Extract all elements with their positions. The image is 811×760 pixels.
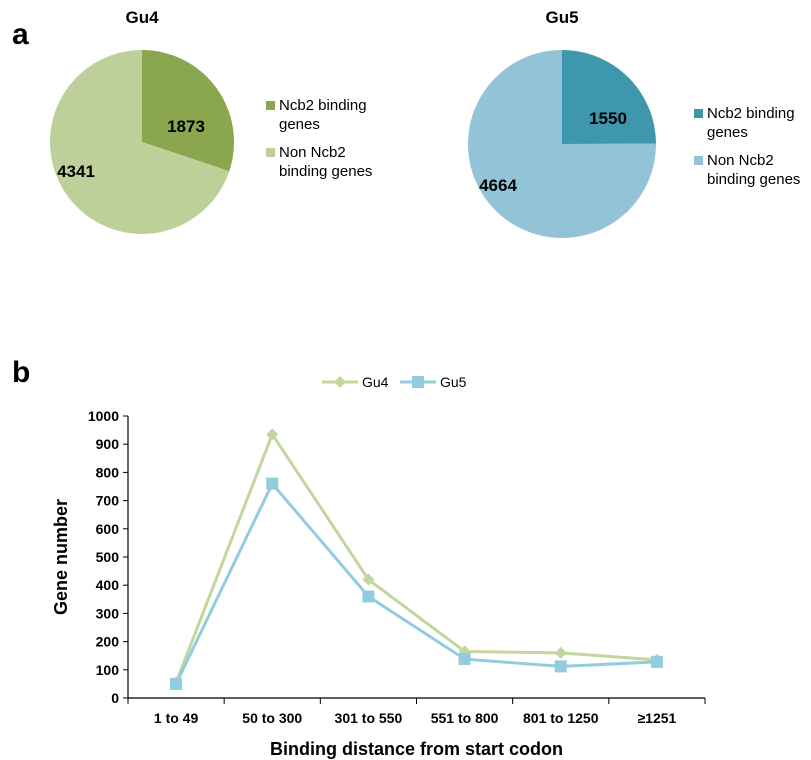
pie-slice-value-label: 4341 — [57, 162, 95, 181]
legend-marker-gu5 — [412, 376, 424, 388]
y-tick-label: 500 — [96, 549, 120, 565]
y-tick-label: 100 — [96, 662, 120, 678]
legend-label-non-ncb2-gu5: Non Ncb2 binding genes — [707, 152, 801, 188]
legend-label-ncb2: Ncb2 binding genes — [279, 97, 367, 133]
pie-slice-non-ncb2 — [468, 50, 656, 238]
y-tick-label: 200 — [96, 634, 120, 650]
x-tick-label: 301 to 550 — [335, 710, 403, 726]
legend-swatch-ncb2-gu5 — [694, 109, 703, 118]
data-point-gu5 — [554, 660, 567, 673]
y-axis-label: Gene number — [51, 499, 71, 615]
panel-label-a: a — [12, 18, 29, 51]
y-tick-label: 300 — [96, 605, 120, 621]
pie-chart-gu5: 1550 4664 — [468, 50, 656, 238]
legend-item-ncb2-gu5: Ncb2 binding genes — [694, 104, 811, 142]
data-point-gu4 — [362, 573, 375, 586]
pie-legend-gu4: Ncb2 binding genes Non Ncb2 binding gene… — [266, 96, 389, 190]
y-tick-label: 800 — [96, 464, 120, 480]
pie-chart-gu4: 1873 4341 — [49, 50, 234, 234]
line-chart: 0 100 200 300 400 500 600 700 800 900 1000 1 to 49 5… — [51, 374, 706, 759]
data-point-gu4 — [554, 646, 567, 659]
x-tick-label: 801 to 1250 — [523, 710, 599, 726]
y-tick-label: 900 — [96, 436, 120, 452]
pie-title-gu5: Gu5 — [545, 8, 579, 27]
data-point-gu5 — [266, 477, 279, 490]
panel-label-b: b — [12, 356, 31, 389]
data-point-gu5 — [170, 677, 183, 690]
x-tick-label: 551 to 800 — [431, 710, 499, 726]
legend-swatch-non-ncb2-gu5 — [694, 156, 703, 165]
pie-title-gu4: Gu4 — [125, 8, 159, 27]
pie-slice-value-label: 1873 — [167, 117, 205, 136]
legend-label-ncb2-gu5: Ncb2 binding genes — [707, 105, 795, 141]
legend-swatch-non-ncb2 — [266, 148, 275, 157]
x-tick-label: 50 to 300 — [242, 710, 302, 726]
legend-item-ncb2: Ncb2 binding genes — [266, 96, 389, 134]
series-line-gu4 — [174, 431, 658, 684]
x-tick-label: 1 to 49 — [154, 710, 199, 726]
data-point-gu5 — [458, 653, 471, 666]
pie-legend-gu5: Ncb2 binding genes Non Ncb2 binding gene… — [694, 104, 811, 198]
pie-slice-value-label: 4664 — [479, 176, 517, 195]
legend-label-gu4: Gu4 — [362, 374, 389, 390]
pie-slice-ncb2 — [142, 50, 234, 172]
pie-slice-ncb2 — [562, 50, 656, 144]
legend-label-gu5: Gu5 — [440, 374, 467, 390]
y-tick-label: 700 — [96, 493, 120, 509]
y-tick-label: 600 — [96, 521, 120, 537]
legend-item-non-ncb2-gu5: Non Ncb2 binding genes — [694, 151, 811, 189]
y-tick-label: 0 — [111, 690, 119, 706]
legend-swatch-ncb2 — [266, 101, 275, 110]
series-line-gu5 — [174, 480, 657, 685]
legend-label-non-ncb2: Non Ncb2 binding genes — [279, 144, 373, 180]
x-axis-label: Binding distance from start codon — [270, 739, 563, 759]
y-tick-label: 400 — [96, 577, 120, 593]
pie-slice-value-label: 1550 — [589, 109, 627, 128]
data-point-gu4 — [266, 428, 279, 441]
y-tick-label: 1000 — [88, 408, 119, 424]
legend-marker-gu4 — [334, 376, 346, 388]
legend-item-non-ncb2: Non Ncb2 binding genes — [266, 143, 389, 181]
pie-slice-non-ncb2 — [49, 50, 230, 234]
data-point-gu5 — [362, 590, 375, 603]
data-point-gu5 — [650, 655, 663, 668]
x-tick-label: ≥1251 — [638, 710, 677, 726]
